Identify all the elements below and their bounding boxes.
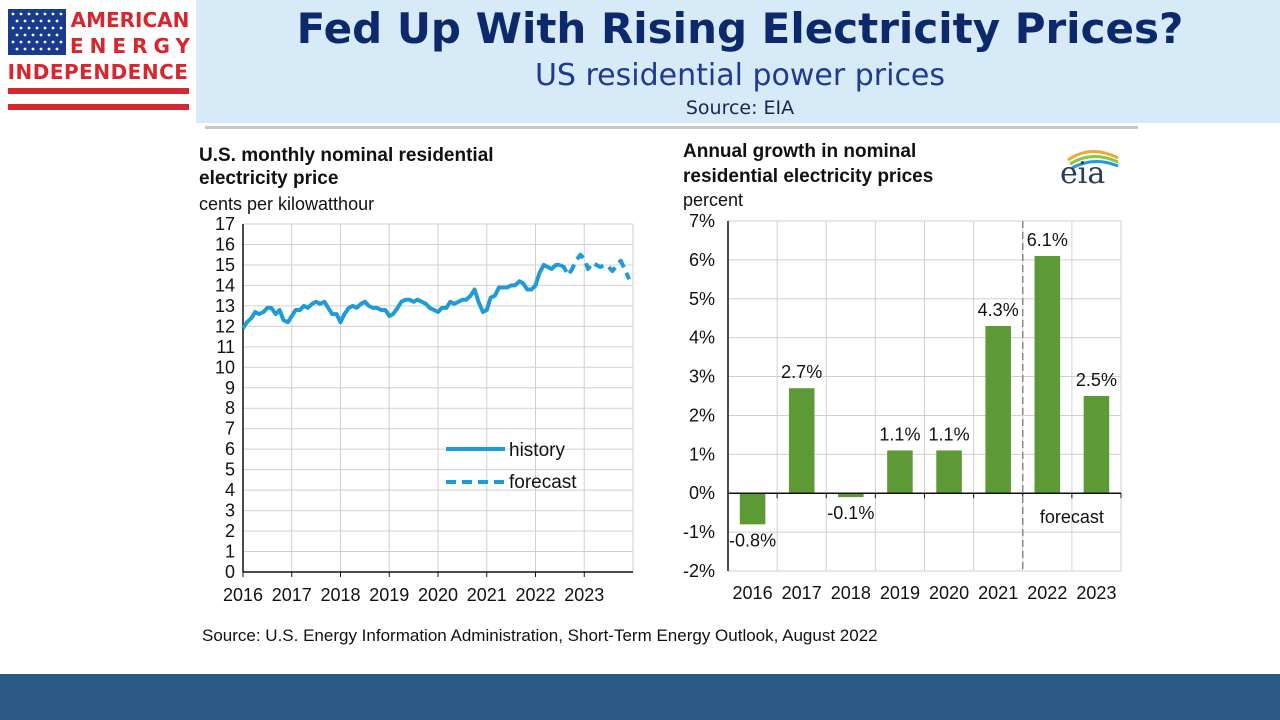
bar-data-label: -0.1% — [827, 503, 874, 523]
bar — [1034, 256, 1061, 494]
line-chart-ytick-label: 5 — [225, 460, 235, 480]
bar — [1083, 396, 1110, 494]
divider — [205, 126, 1138, 129]
bar-chart-category-label: 2016 — [733, 583, 773, 603]
bar-data-label: 1.1% — [879, 424, 920, 444]
line-chart-ytick-label: 17 — [215, 214, 235, 234]
logo-stripe — [8, 104, 189, 110]
eia-arc-orange — [1067, 150, 1119, 162]
line-chart-xtick-label: 2019 — [369, 585, 409, 605]
line-chart-ytick-label: 7 — [225, 419, 235, 439]
eia-logo-icon — [1067, 150, 1119, 170]
line-chart-xtick-label: 2021 — [467, 585, 507, 605]
line-chart-xtick-label: 2017 — [272, 585, 312, 605]
logo-word-energy: ENERGY — [70, 34, 196, 58]
us-flag-icon — [8, 9, 66, 55]
bar-chart-category-label: 2019 — [880, 583, 920, 603]
logo-word-american: AMERICAN — [70, 8, 190, 32]
line-chart-ytick-label: 15 — [215, 255, 235, 275]
bar — [985, 326, 1011, 494]
bar — [838, 493, 864, 498]
bar-data-label: 2.7% — [781, 362, 822, 382]
line-chart-ytick-label: 16 — [215, 234, 235, 254]
line-chart-xtick-label: 2023 — [564, 585, 604, 605]
line-chart-ytick-label: 11 — [216, 337, 235, 357]
bar-chart-ytick-label: -2% — [683, 561, 715, 581]
bar-chart-category-label: 2023 — [1076, 583, 1116, 603]
bar-chart-category-label: 2021 — [978, 583, 1018, 603]
bar-chart-category-label: 2018 — [831, 583, 871, 603]
line-chart-ytick-label: 1 — [225, 542, 235, 562]
header-banner: AMERICAN ENERGY INDEPENDENCE Fed Up With… — [0, 0, 1280, 123]
line-chart-ytick-label: 0 — [225, 562, 235, 582]
line-chart-ytick-label: 10 — [215, 357, 235, 377]
line-chart-xtick-label: 2020 — [418, 585, 458, 605]
page-title: Fed Up With Rising Electricity Prices? — [296, 4, 1184, 53]
line-chart-ylabel: cents per kilowatthour — [199, 194, 374, 214]
page-subtitle: US residential power prices — [534, 58, 946, 93]
legend-forecast-label: forecast — [509, 472, 577, 493]
bar-chart-category-label: 2022 — [1027, 583, 1067, 603]
bar — [936, 450, 962, 494]
bar-chart-title: residential electricity prices — [683, 166, 933, 187]
bar-chart-ytick-label: 0% — [689, 483, 715, 503]
bar — [887, 450, 913, 494]
bar — [739, 493, 766, 525]
chart-source-note: Source: U.S. Energy Information Administ… — [202, 626, 878, 645]
bar-data-label: 1.1% — [929, 424, 970, 444]
eia-arc-green — [1069, 155, 1119, 166]
bar — [788, 388, 815, 494]
bar-data-label: 2.5% — [1076, 370, 1117, 390]
eia-arc-blue — [1071, 160, 1119, 170]
line-chart-ytick-label: 3 — [225, 501, 235, 521]
bar-chart-ytick-label: 3% — [689, 367, 715, 387]
line-chart-xtick-label: 2016 — [223, 585, 263, 605]
line-chart-ytick-label: 9 — [225, 378, 235, 398]
line-series-history — [241, 262, 560, 330]
line-chart-ytick-label: 4 — [225, 480, 235, 500]
line-chart-ytick-label: 2 — [225, 521, 235, 541]
bar-data-label: -0.8% — [729, 530, 776, 550]
logo-stripe — [8, 88, 189, 94]
line-chart-xtick-label: 2022 — [515, 585, 555, 605]
logo-word-independence: INDEPENDENCE — [7, 60, 189, 84]
line-chart-ytick-label: 6 — [225, 439, 235, 459]
legend-history-label: history — [509, 440, 565, 461]
bar-chart-ytick-label: 7% — [689, 211, 715, 231]
header-source: Source: EIA — [685, 97, 795, 119]
bar-chart-ytick-label: 6% — [689, 250, 715, 270]
bar-chart-ytick-label: 1% — [689, 444, 715, 464]
line-series-forecast — [558, 252, 631, 281]
line-chart-ytick-label: 12 — [215, 316, 235, 336]
bar-chart-ylabel: percent — [683, 190, 743, 210]
bar-chart-ytick-label: 5% — [689, 289, 715, 309]
line-chart-ytick-label: 8 — [225, 398, 235, 418]
line-chart-title: U.S. monthly nominal residential — [199, 145, 494, 166]
forecast-label: forecast — [1040, 507, 1104, 527]
line-chart-ytick-label: 14 — [215, 275, 235, 295]
bar-chart-ytick-label: 4% — [689, 328, 715, 348]
line-chart-xtick-label: 2018 — [320, 585, 360, 605]
flag-field — [8, 9, 66, 55]
bar-data-label: 4.3% — [978, 300, 1019, 320]
eia-logo-text: eia — [1060, 156, 1106, 191]
bar-chart-ytick-label: -1% — [683, 522, 715, 542]
bar-chart-category-label: 2017 — [782, 583, 822, 603]
flag-stars — [11, 12, 63, 51]
american-energy-independence-logo: AMERICAN ENERGY INDEPENDENCE — [0, 0, 196, 123]
footer-bar — [0, 674, 1280, 720]
bar-chart-title: Annual growth in nominal — [683, 141, 916, 162]
bar-chart-ytick-label: 2% — [689, 405, 715, 425]
bar-data-label: 6.1% — [1027, 230, 1068, 250]
bar-chart-category-label: 2020 — [929, 583, 969, 603]
line-chart-title: electricity price — [199, 168, 338, 189]
line-chart-ytick-label: 13 — [215, 296, 235, 316]
